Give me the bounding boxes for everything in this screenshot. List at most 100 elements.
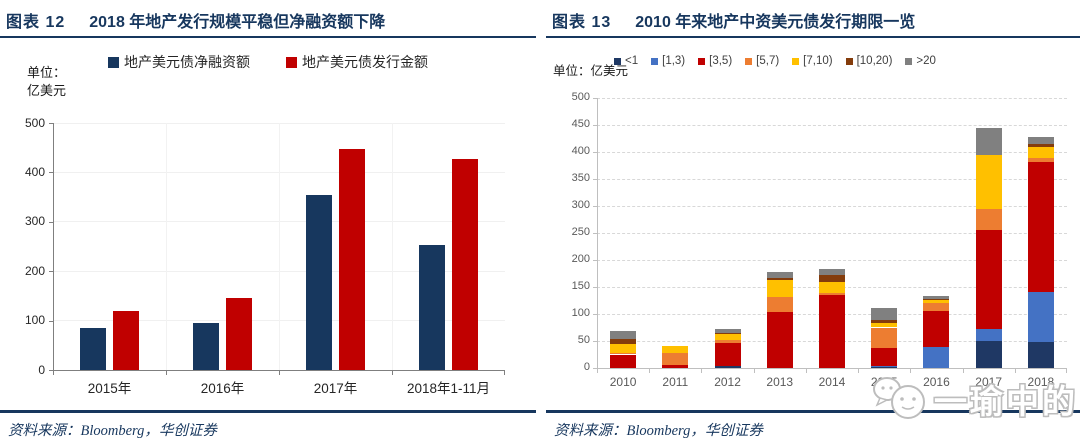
figure-12-legend: 地产美元债净融资额 地产美元债发行金额 <box>0 52 536 72</box>
bar-segment <box>662 364 689 368</box>
gridline <box>597 205 1067 207</box>
y-axis-line <box>53 123 54 370</box>
bar-segment <box>714 343 741 367</box>
legend-marker <box>698 57 706 65</box>
bar-segment <box>975 341 1002 368</box>
bar-segment <box>610 331 637 339</box>
bar <box>339 148 365 370</box>
x-tick-label: 2016年 <box>200 381 245 396</box>
bar-segment <box>975 208 1002 231</box>
bar-segment <box>871 322 898 328</box>
x-tick-mark <box>962 368 964 373</box>
category-divider <box>392 123 393 370</box>
bar-segment <box>766 277 793 280</box>
bar-segment <box>923 296 950 300</box>
gridline <box>597 178 1067 180</box>
y-tick-mark <box>49 221 53 223</box>
legend-marker <box>792 57 800 65</box>
bar-segment <box>871 320 898 323</box>
bar-segment <box>1027 157 1054 162</box>
figure-13-legend: <1 [1,3) [3,5) [5,7) [7,10) [10,20) >20 <box>614 55 936 67</box>
bar-segment <box>1027 342 1054 368</box>
legend-label: 地产美元债发行金额 <box>302 54 428 70</box>
y-axis-line <box>597 98 598 368</box>
legend-item: >20 <box>905 55 936 67</box>
bar-segment <box>1027 136 1054 144</box>
bar-segment <box>766 272 793 278</box>
bar-segment <box>714 366 741 368</box>
y-tick-label: 400 <box>571 145 590 158</box>
x-tick-mark <box>753 368 755 373</box>
x-tick-label: 2014 <box>818 375 846 389</box>
bar-segment <box>714 333 741 340</box>
bar-segment <box>714 329 741 333</box>
bar <box>452 158 478 370</box>
category-divider <box>166 123 167 370</box>
bar-segment <box>819 268 845 276</box>
legend-marker <box>905 57 913 65</box>
legend-item: [10,20) <box>845 55 892 67</box>
bar-segment <box>1027 161 1054 293</box>
bar-segment <box>766 297 793 312</box>
x-tick-mark <box>392 370 393 375</box>
bar <box>193 323 219 370</box>
figure-12-title-text: 2018 年地产发行规模平稳但净融资额下降 <box>89 14 386 31</box>
x-tick-label: 2010 <box>609 375 637 389</box>
figure-13-title-text: 2010 年来地产中资美元债发行期限一览 <box>635 14 916 31</box>
bar-segment <box>610 338 637 345</box>
y-tick-label: 0 <box>38 362 45 377</box>
bar-segment <box>819 275 845 282</box>
bar-segment <box>871 366 898 368</box>
legend-label: [5,7) <box>756 55 780 67</box>
gridline <box>597 151 1067 153</box>
figure-12-plot-area: 0 100 200 300 400 500 2015年 2016年 2017年 2018年1-11… <box>25 116 505 396</box>
y-tick-mark <box>593 287 597 288</box>
bar-segment <box>871 327 898 349</box>
legend-label: [1,3) <box>662 55 686 67</box>
bar-segment <box>714 339 741 344</box>
bar-segment <box>1027 147 1054 158</box>
gridline <box>597 97 1067 99</box>
unit-line: 单位： <box>27 65 67 80</box>
bar-segment <box>662 352 689 365</box>
footer-divider <box>546 410 1080 413</box>
figure-13-title: 图表 13 2010 年来地产中资美元债发行期限一览 <box>552 8 915 32</box>
gridline <box>597 232 1067 234</box>
bar-segment <box>923 299 950 304</box>
x-tick-label: 2017年 <box>313 381 358 396</box>
figure-12-source: 资料来源：Bloomberg，华创证券 <box>8 423 217 439</box>
x-tick-label: 2017 <box>975 375 1002 389</box>
figure-13-unit-label: 单位：亿美元 <box>553 60 628 79</box>
bar-segment <box>975 230 1002 329</box>
bar <box>306 194 332 370</box>
bar-segment <box>871 307 898 321</box>
legend-label: <1 <box>625 55 639 67</box>
legend-item: [7,10) <box>792 55 833 67</box>
footer-divider <box>0 410 536 413</box>
y-tick-label: 250 <box>571 226 590 239</box>
legend-item: [1,3) <box>651 55 685 67</box>
y-tick-mark <box>593 206 597 207</box>
x-tick-mark <box>910 368 912 373</box>
bar-segment <box>923 299 950 300</box>
bar-segment <box>819 295 845 368</box>
bar <box>226 298 252 370</box>
x-tick-mark <box>1066 368 1067 373</box>
y-tick-mark <box>593 152 597 153</box>
x-tick-label: 2013 <box>766 375 794 389</box>
category-divider <box>279 123 280 370</box>
figure-12-label: 图表 12 <box>6 14 66 31</box>
figure-13-plot-area: 0 50 100 150 200 250 300 350 400 450 500 2010 2011 20… <box>572 91 1067 389</box>
bar-segment <box>610 354 637 368</box>
y-tick-mark <box>593 314 597 315</box>
y-tick-mark <box>593 368 597 369</box>
y-tick-label: 500 <box>24 115 45 130</box>
unit-line: 亿美元 <box>27 83 67 99</box>
x-tick-mark <box>166 370 167 375</box>
x-tick-mark <box>805 368 807 373</box>
x-tick-label: 2015年 <box>87 381 132 396</box>
x-axis-line <box>597 368 1067 369</box>
y-tick-label: 500 <box>571 91 590 104</box>
legend-label: >20 <box>916 55 936 67</box>
